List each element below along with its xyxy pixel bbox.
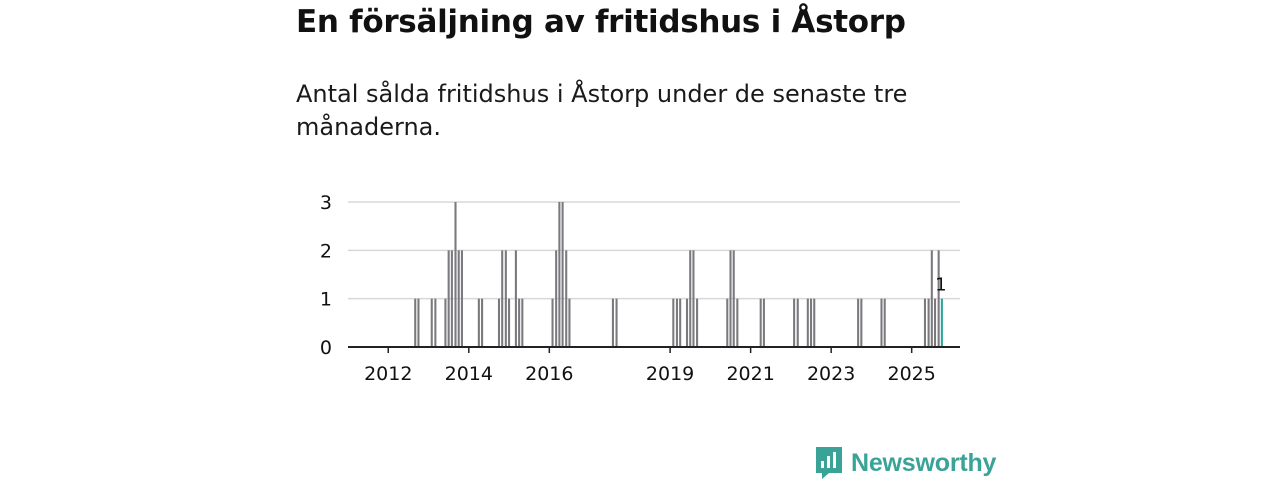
y-tick-label: 3 (320, 192, 332, 214)
bar (551, 298, 554, 347)
bar (514, 250, 517, 347)
bar (414, 298, 417, 347)
bar (813, 298, 816, 347)
bar (672, 298, 675, 347)
x-tick-label: 2023 (807, 363, 855, 385)
bar-chart: 0 1 2 3 2012 2014 2016 2019 2021 2023 2025 1 (320, 192, 960, 385)
bar (521, 298, 524, 347)
bar (736, 298, 739, 347)
y-tick-label: 1 (320, 289, 332, 311)
bar (497, 298, 501, 347)
bar (762, 298, 765, 347)
bar (689, 250, 692, 347)
bar (675, 298, 678, 347)
bar (444, 298, 447, 347)
bar-highlight (940, 298, 943, 347)
x-tick-label: 2021 (726, 363, 774, 385)
bar (434, 298, 437, 347)
bar (732, 250, 735, 347)
bar (937, 250, 940, 347)
bar (923, 298, 927, 347)
bar (481, 298, 484, 347)
x-tick-label: 2025 (888, 363, 936, 385)
bar (457, 250, 460, 347)
brand-name: Newsworthy (851, 448, 997, 477)
bar (504, 250, 507, 347)
bar (561, 202, 564, 347)
bar (430, 298, 433, 347)
bar (565, 250, 568, 347)
bar (417, 298, 420, 347)
bar (508, 298, 511, 347)
bar (501, 250, 504, 347)
bar (796, 298, 799, 347)
bar (809, 298, 813, 347)
bar (696, 298, 699, 347)
value-annotation: 1 (935, 275, 946, 296)
chart-title: En försäljning av fritidshus i Åstorp (296, 4, 906, 40)
x-tick-label: 2016 (525, 363, 573, 385)
bar (450, 250, 453, 347)
bar (558, 202, 561, 347)
chart-subtitle: Antal sålda fritidshus i Åstorp under de… (296, 80, 908, 141)
bar (615, 298, 618, 347)
bar (685, 298, 689, 347)
bar (857, 298, 860, 347)
bar (568, 298, 571, 347)
x-tick-label: 2014 (445, 363, 493, 385)
x-tick-label: 2012 (364, 363, 412, 385)
bar (806, 298, 809, 347)
bar (860, 298, 863, 347)
bar (726, 298, 729, 347)
bar (883, 298, 886, 347)
bar (880, 298, 883, 347)
x-tick-label: 2019 (646, 363, 694, 385)
bar (679, 298, 682, 347)
bar (927, 298, 930, 347)
bar (447, 250, 450, 347)
newsworthy-logo-icon (816, 447, 842, 479)
bar (555, 250, 558, 347)
bar (460, 250, 463, 347)
bar (729, 250, 732, 347)
bar (933, 298, 937, 347)
bar (793, 298, 796, 347)
y-tick-label: 2 (320, 240, 332, 262)
y-tick-label: 0 (320, 337, 332, 359)
bar (454, 202, 457, 347)
bar (611, 298, 614, 347)
bar (518, 298, 521, 347)
bar (759, 298, 762, 347)
brand-logo[interactable]: Newsworthy (815, 446, 996, 480)
bar (692, 250, 695, 347)
bar (477, 298, 480, 347)
bar (930, 250, 933, 347)
